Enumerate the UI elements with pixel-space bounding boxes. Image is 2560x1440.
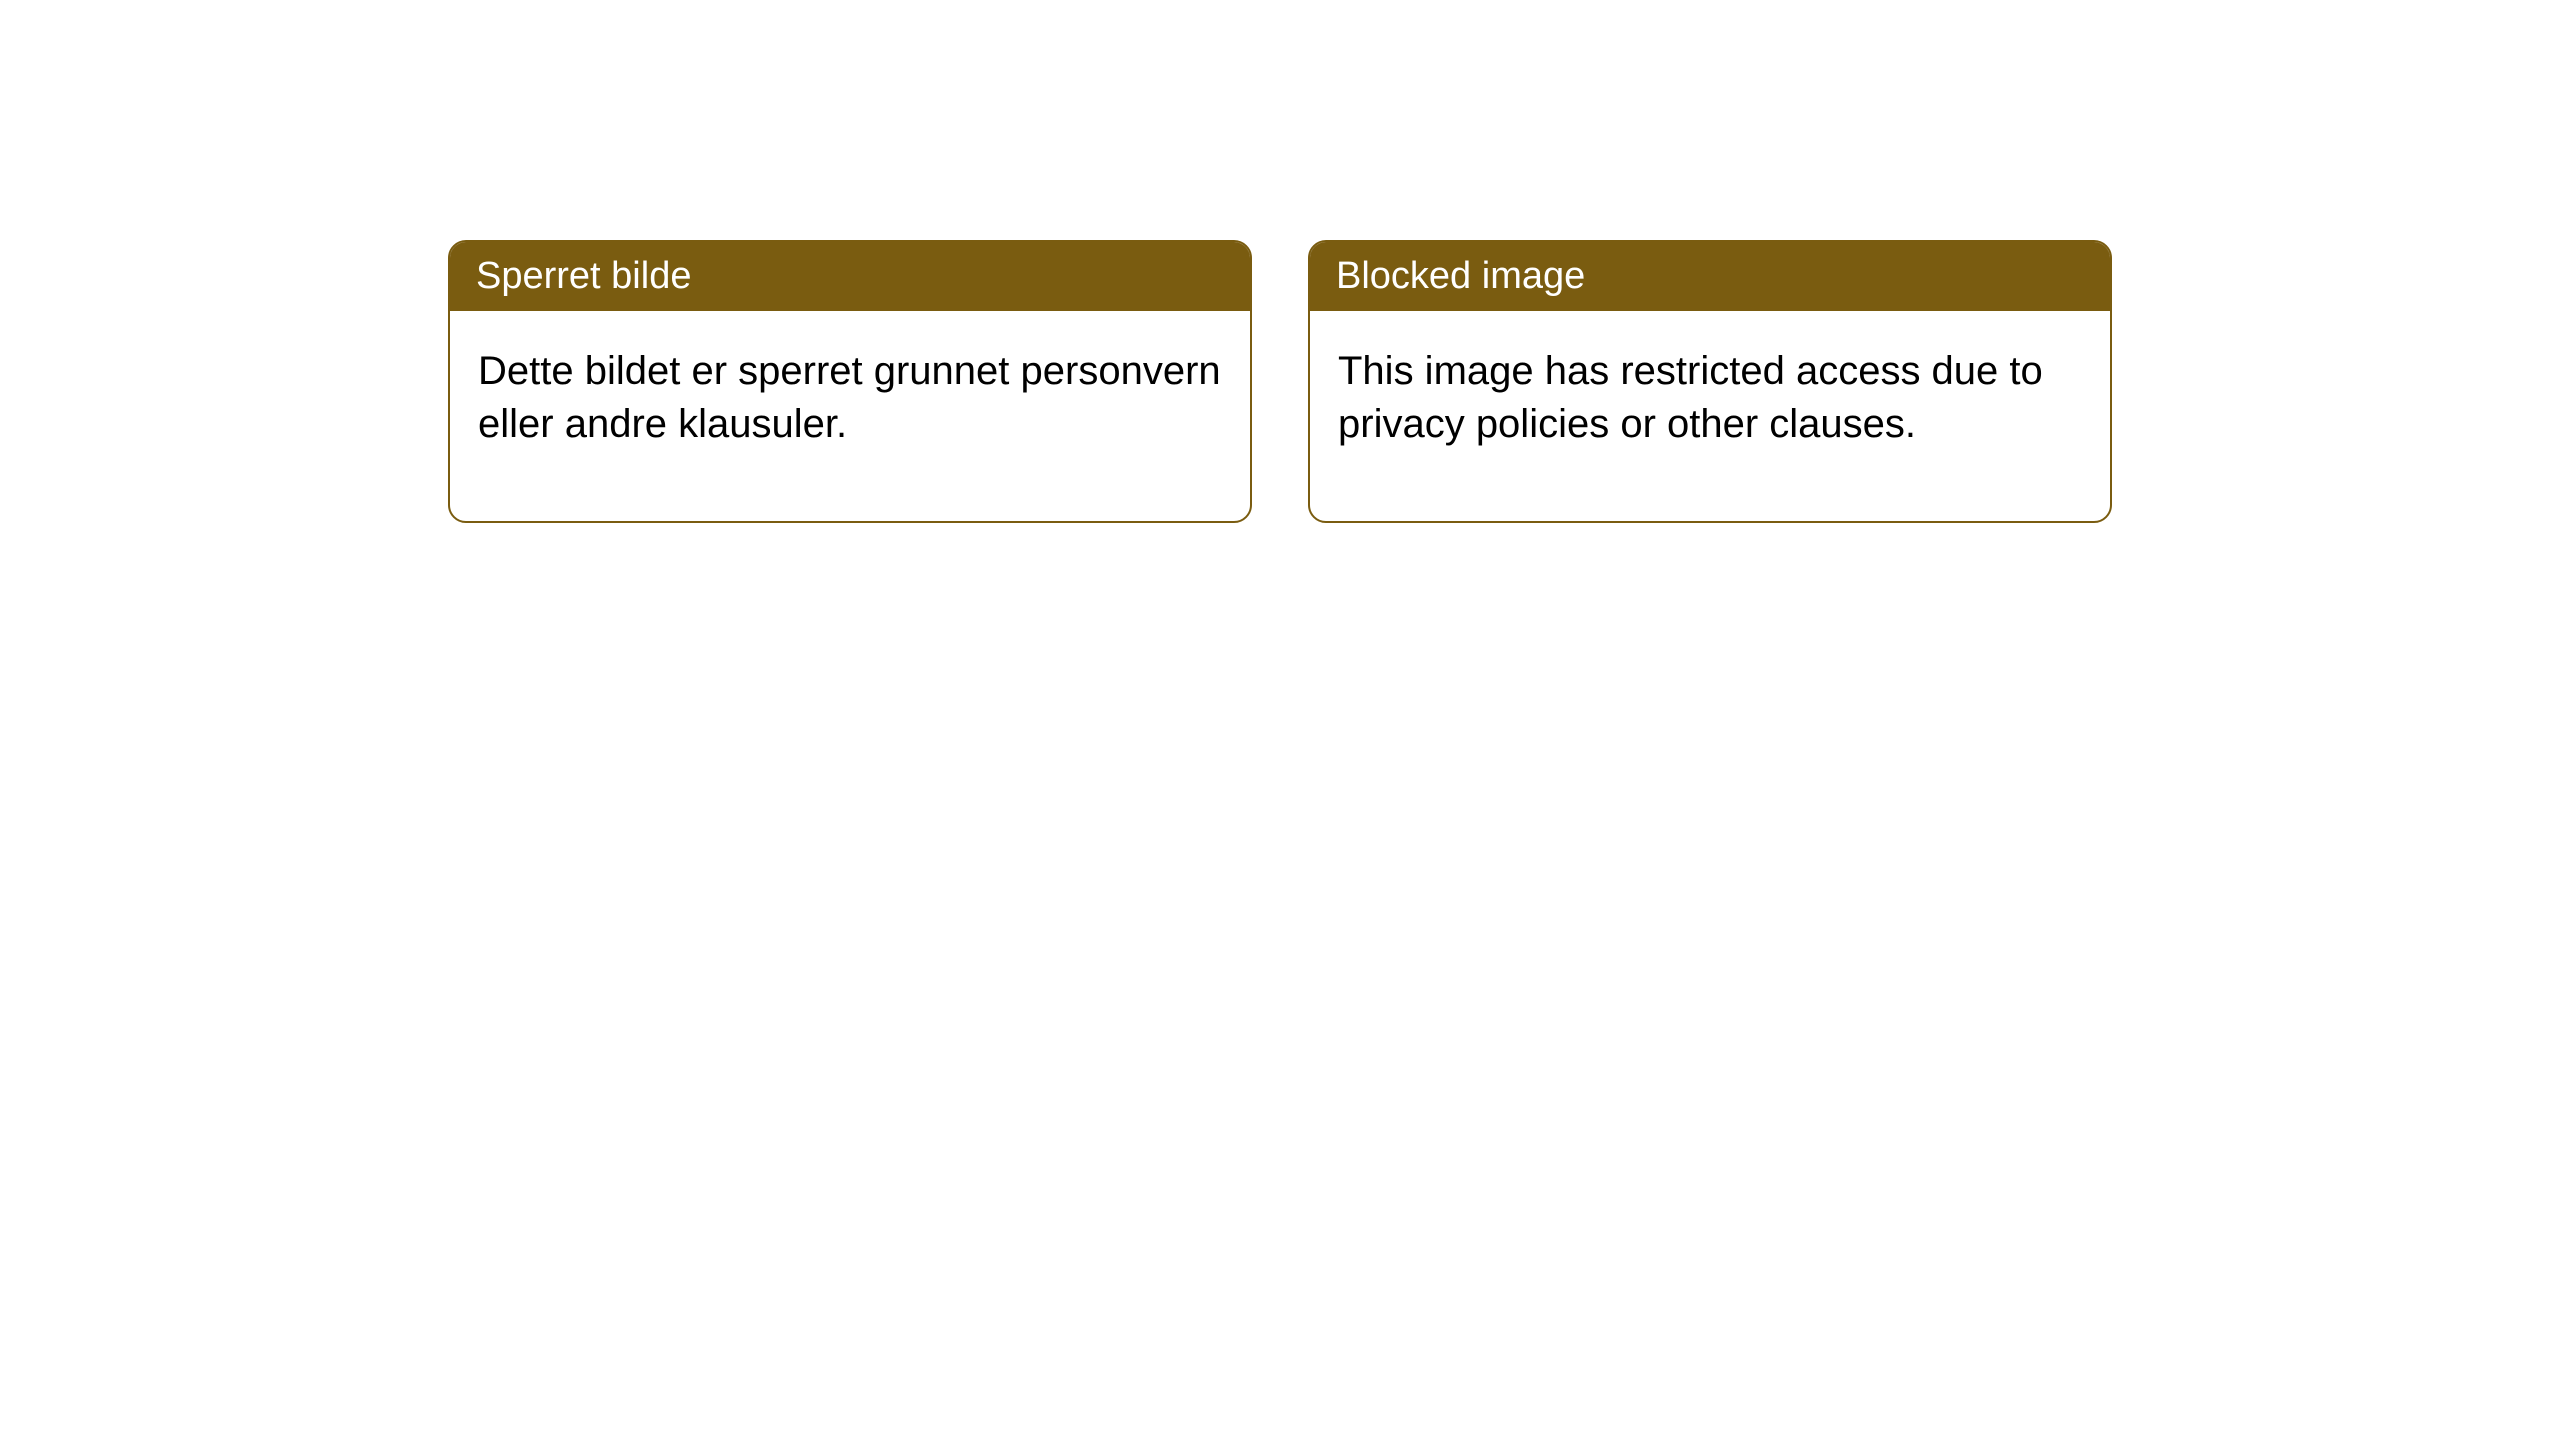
- notice-body: Dette bildet er sperret grunnet personve…: [450, 311, 1250, 521]
- notice-card-english: Blocked image This image has restricted …: [1308, 240, 2112, 523]
- notice-container: Sperret bilde Dette bildet er sperret gr…: [0, 0, 2560, 523]
- notice-card-norwegian: Sperret bilde Dette bildet er sperret gr…: [448, 240, 1252, 523]
- notice-title: Sperret bilde: [450, 242, 1250, 311]
- notice-title: Blocked image: [1310, 242, 2110, 311]
- notice-body: This image has restricted access due to …: [1310, 311, 2110, 521]
